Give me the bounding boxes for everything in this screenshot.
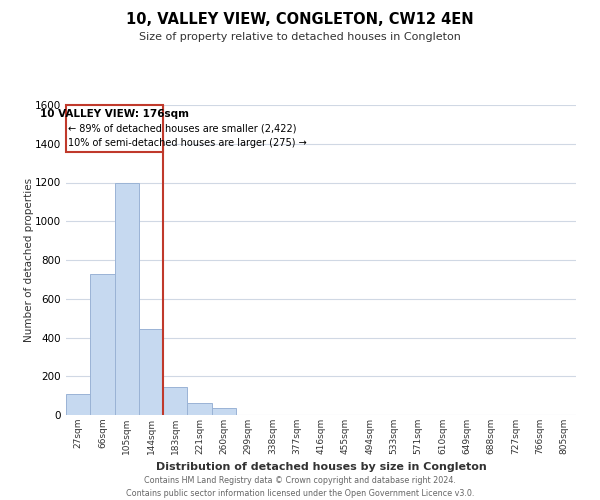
FancyBboxPatch shape <box>66 105 163 152</box>
X-axis label: Distribution of detached houses by size in Congleton: Distribution of detached houses by size … <box>155 462 487 472</box>
Text: 10, VALLEY VIEW, CONGLETON, CW12 4EN: 10, VALLEY VIEW, CONGLETON, CW12 4EN <box>126 12 474 28</box>
Bar <box>115 182 139 415</box>
Bar <box>163 387 187 415</box>
Bar <box>187 404 212 415</box>
Bar <box>66 394 90 415</box>
Bar <box>139 329 163 415</box>
Bar <box>212 408 236 415</box>
Text: 10 VALLEY VIEW: 176sqm: 10 VALLEY VIEW: 176sqm <box>40 108 189 118</box>
Text: ← 89% of detached houses are smaller (2,422): ← 89% of detached houses are smaller (2,… <box>68 124 297 134</box>
Text: Contains HM Land Registry data © Crown copyright and database right 2024.
Contai: Contains HM Land Registry data © Crown c… <box>126 476 474 498</box>
Text: Size of property relative to detached houses in Congleton: Size of property relative to detached ho… <box>139 32 461 42</box>
Bar <box>90 274 115 415</box>
Text: 10% of semi-detached houses are larger (275) →: 10% of semi-detached houses are larger (… <box>68 138 307 148</box>
Y-axis label: Number of detached properties: Number of detached properties <box>25 178 34 342</box>
